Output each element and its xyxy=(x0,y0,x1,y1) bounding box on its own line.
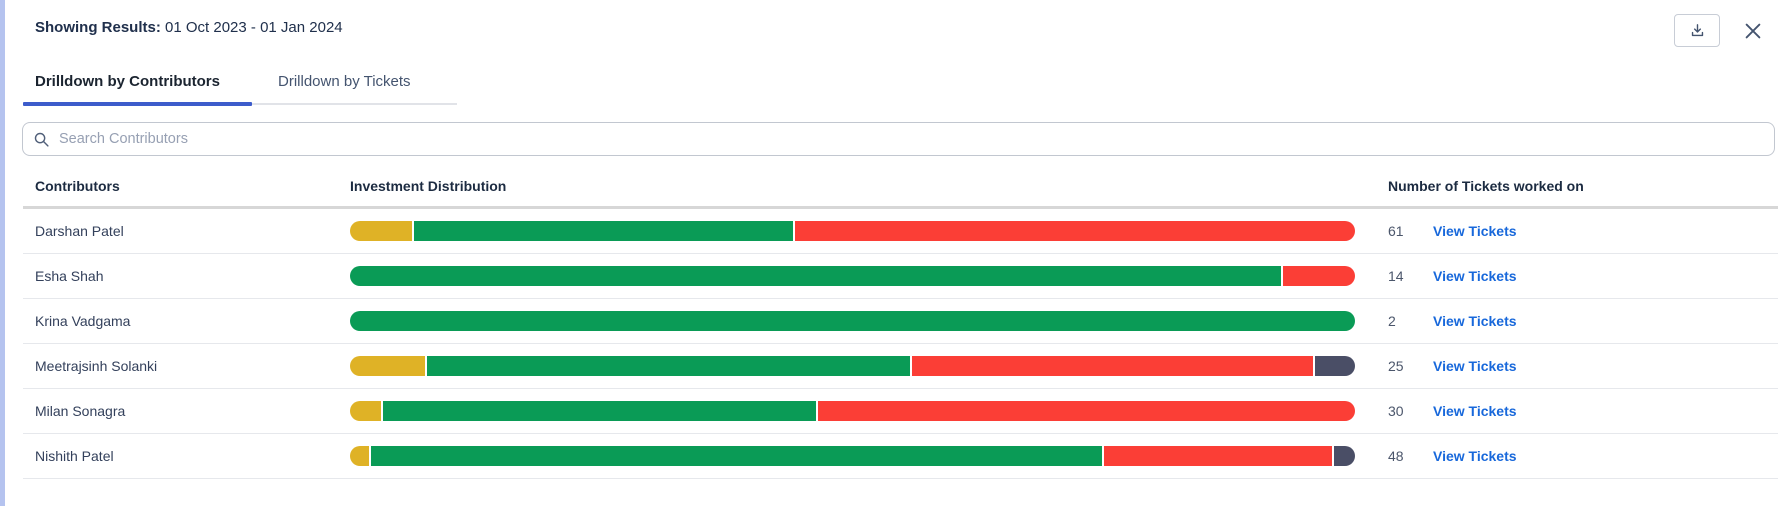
contributor-name: Nishith Patel xyxy=(35,448,114,464)
table-row: Meetrajsinh Solanki 25 View Tickets xyxy=(23,344,1778,389)
bar-segment-green xyxy=(381,401,817,421)
table-header: Contributors Investment Distribution Num… xyxy=(23,178,1778,194)
bar-segment-yellow xyxy=(350,356,426,376)
investment-distribution-cell xyxy=(350,311,1355,331)
download-icon xyxy=(1689,22,1706,39)
investment-distribution-cell xyxy=(350,221,1355,241)
search-box[interactable] xyxy=(22,122,1775,156)
top-actions xyxy=(1674,14,1766,47)
tab-bar: Drilldown by Contributors Drilldown by T… xyxy=(23,73,457,106)
bar-segment-green xyxy=(350,266,1281,286)
bar-segment-red xyxy=(816,401,1355,421)
top-bar: Showing Results: 01 Oct 2023 - 01 Jan 20… xyxy=(5,0,1792,47)
tab-label: Drilldown by Contributors xyxy=(35,73,220,90)
bar-segment-yellow xyxy=(350,221,413,241)
close-icon xyxy=(1742,20,1764,42)
view-tickets-link[interactable]: View Tickets xyxy=(1433,223,1517,239)
column-header-investment-distribution: Investment Distribution xyxy=(350,178,507,194)
bar-segment-red xyxy=(1280,266,1355,286)
tab-drilldown-by-tickets[interactable]: Drilldown by Tickets xyxy=(252,73,457,105)
view-tickets-link[interactable]: View Tickets xyxy=(1433,268,1517,284)
bar-segment-green xyxy=(369,446,1102,466)
contributor-name: Krina Vadgama xyxy=(35,313,131,329)
showing-results: Showing Results: 01 Oct 2023 - 01 Jan 20… xyxy=(35,14,343,36)
investment-distribution-bar xyxy=(350,401,1355,421)
view-tickets-link[interactable]: View Tickets xyxy=(1433,403,1517,419)
view-tickets-link[interactable]: View Tickets xyxy=(1433,358,1517,374)
investment-distribution-cell xyxy=(350,266,1355,286)
download-button[interactable] xyxy=(1674,14,1720,47)
search-icon xyxy=(33,131,50,148)
contributor-name: Meetrajsinh Solanki xyxy=(35,358,158,374)
showing-results-range: 01 Oct 2023 - 01 Jan 2024 xyxy=(165,19,343,36)
ticket-count: 48 xyxy=(1388,448,1404,464)
view-tickets-link[interactable]: View Tickets xyxy=(1433,448,1517,464)
investment-distribution-cell xyxy=(350,356,1355,376)
ticket-count: 2 xyxy=(1388,313,1396,329)
investment-distribution-cell xyxy=(350,446,1355,466)
investment-distribution-bar xyxy=(350,311,1355,331)
bar-segment-red xyxy=(793,221,1355,241)
contributors-table-body: Darshan Patel 61 View Tickets Esha Shah … xyxy=(5,209,1792,479)
bar-segment-green xyxy=(350,311,1355,331)
close-button[interactable] xyxy=(1740,18,1766,44)
investment-distribution-bar xyxy=(350,221,1355,241)
contributor-name: Milan Sonagra xyxy=(35,403,126,419)
bar-segment-red xyxy=(909,356,1313,376)
bar-segment-red xyxy=(1101,446,1332,466)
contributor-name: Esha Shah xyxy=(35,268,104,284)
table-row: Nishith Patel 48 View Tickets xyxy=(23,434,1778,479)
investment-distribution-cell xyxy=(350,401,1355,421)
ticket-count: 61 xyxy=(1388,223,1404,239)
investment-distribution-bar xyxy=(350,356,1355,376)
ticket-count: 14 xyxy=(1388,268,1404,284)
column-header-contributors: Contributors xyxy=(35,178,120,194)
view-tickets-link[interactable]: View Tickets xyxy=(1433,313,1517,329)
bar-segment-yellow xyxy=(350,446,370,466)
table-row: Milan Sonagra 30 View Tickets xyxy=(23,389,1778,434)
table-row: Esha Shah 14 View Tickets xyxy=(23,254,1778,299)
bar-segment-dark xyxy=(1331,446,1355,466)
ticket-count: 30 xyxy=(1388,403,1404,419)
ticket-count: 25 xyxy=(1388,358,1404,374)
bar-segment-green xyxy=(425,356,910,376)
contributor-name: Darshan Patel xyxy=(35,223,124,239)
table-row: Krina Vadgama 2 View Tickets xyxy=(23,299,1778,344)
tab-drilldown-by-contributors[interactable]: Drilldown by Contributors xyxy=(23,73,252,106)
table-row: Darshan Patel 61 View Tickets xyxy=(23,209,1778,254)
investment-distribution-bar xyxy=(350,446,1355,466)
investment-distribution-bar xyxy=(350,266,1355,286)
column-header-tickets-worked-on: Number of Tickets worked on xyxy=(1388,178,1584,194)
tab-label: Drilldown by Tickets xyxy=(278,73,411,90)
search-input[interactable] xyxy=(59,131,1764,147)
bar-segment-green xyxy=(412,221,794,241)
bar-segment-dark xyxy=(1312,356,1355,376)
header-divider xyxy=(23,206,1778,209)
showing-results-label: Showing Results: xyxy=(35,19,161,36)
bar-segment-yellow xyxy=(350,401,382,421)
